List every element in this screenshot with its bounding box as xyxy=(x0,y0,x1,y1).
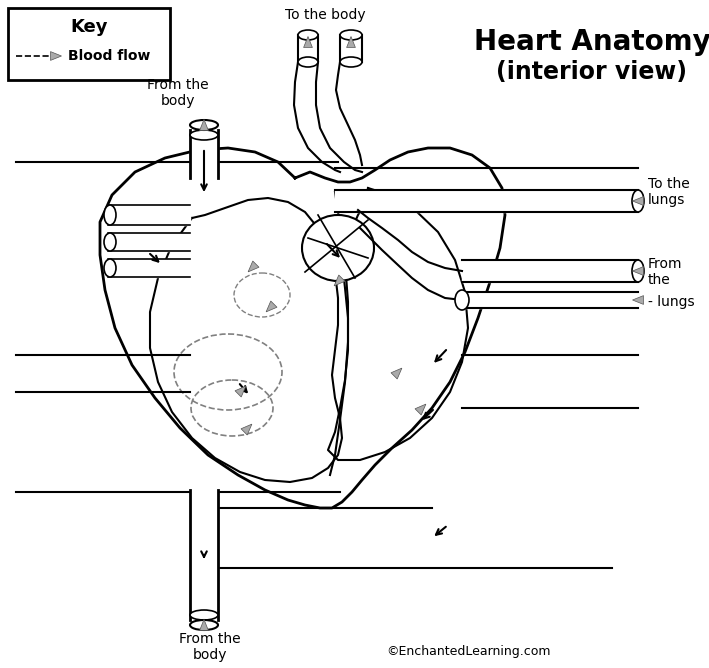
Text: From the
body: From the body xyxy=(179,632,241,662)
Ellipse shape xyxy=(632,260,644,282)
Ellipse shape xyxy=(104,259,116,277)
Polygon shape xyxy=(632,296,644,305)
Ellipse shape xyxy=(104,205,116,225)
Text: From the
body: From the body xyxy=(147,78,209,108)
Ellipse shape xyxy=(340,30,362,40)
FancyBboxPatch shape xyxy=(8,8,170,80)
Ellipse shape xyxy=(632,190,644,212)
Polygon shape xyxy=(200,120,208,130)
Ellipse shape xyxy=(190,120,218,130)
Polygon shape xyxy=(347,37,355,47)
Polygon shape xyxy=(50,51,62,60)
Text: Heart Anatomy: Heart Anatomy xyxy=(474,28,709,56)
Polygon shape xyxy=(632,267,644,275)
Ellipse shape xyxy=(104,233,116,251)
Polygon shape xyxy=(248,261,259,272)
Polygon shape xyxy=(298,35,318,62)
Polygon shape xyxy=(266,301,277,312)
Text: From
the: From the xyxy=(648,257,683,287)
Ellipse shape xyxy=(455,290,469,310)
Ellipse shape xyxy=(190,130,218,140)
Polygon shape xyxy=(190,130,218,178)
Text: (interior view): (interior view) xyxy=(496,60,688,84)
Polygon shape xyxy=(190,490,218,620)
Ellipse shape xyxy=(190,610,218,620)
Polygon shape xyxy=(235,386,246,397)
Polygon shape xyxy=(334,275,345,286)
Text: To the
lungs: To the lungs xyxy=(648,177,690,207)
Ellipse shape xyxy=(298,57,318,67)
Polygon shape xyxy=(108,205,190,225)
Polygon shape xyxy=(335,190,638,212)
Polygon shape xyxy=(340,35,362,62)
Ellipse shape xyxy=(340,57,362,67)
Polygon shape xyxy=(391,368,402,379)
Polygon shape xyxy=(100,148,505,508)
Polygon shape xyxy=(462,260,638,282)
Text: Key: Key xyxy=(70,18,108,36)
Text: ©EnchantedLearning.com: ©EnchantedLearning.com xyxy=(386,645,550,658)
Ellipse shape xyxy=(174,334,282,410)
Polygon shape xyxy=(303,37,313,47)
Polygon shape xyxy=(632,196,644,205)
Polygon shape xyxy=(108,259,190,277)
Polygon shape xyxy=(415,404,426,415)
Polygon shape xyxy=(108,233,190,251)
Polygon shape xyxy=(241,424,252,435)
Ellipse shape xyxy=(302,215,374,281)
Ellipse shape xyxy=(298,30,318,40)
Text: - lungs: - lungs xyxy=(648,295,695,309)
Text: Blood flow: Blood flow xyxy=(68,49,150,63)
Polygon shape xyxy=(200,619,208,631)
Polygon shape xyxy=(462,292,638,308)
Text: To the body: To the body xyxy=(285,8,365,22)
Ellipse shape xyxy=(190,620,218,630)
